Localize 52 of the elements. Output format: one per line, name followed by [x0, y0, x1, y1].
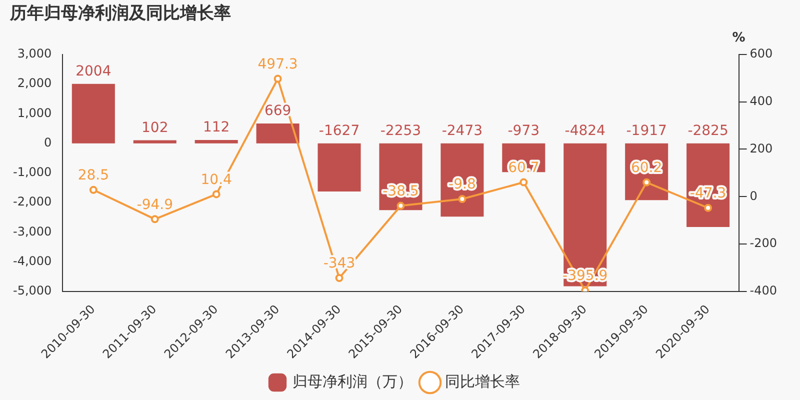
- data-label: -4824: [564, 122, 606, 139]
- point: [396, 202, 405, 210]
- data-label: -2825: [688, 122, 728, 139]
- data-label: 60.2: [630, 160, 662, 176]
- bar: [318, 143, 361, 192]
- point: [150, 215, 159, 224]
- bar: [133, 140, 176, 144]
- y2-axis-title: %: [732, 30, 746, 46]
- data-label: -94.9: [136, 196, 173, 213]
- legend-label: 同比增长率: [445, 372, 520, 390]
- point: [520, 178, 528, 186]
- y-tick-label: -2,000: [12, 194, 52, 209]
- y2-tick-label: 400: [750, 94, 773, 108]
- point: [642, 178, 651, 186]
- data-label: 60.7: [508, 160, 540, 176]
- data-label: 497.3: [258, 56, 298, 72]
- data-label: 112: [202, 120, 230, 136]
- data-label: 102: [142, 120, 168, 136]
- chart-title: 历年归母净利润及同比增长率: [9, 4, 231, 24]
- y2-tick-label: -200: [750, 236, 777, 250]
- point: [212, 190, 220, 198]
- data-label: -973: [508, 122, 540, 139]
- point: [704, 204, 712, 212]
- y-tick-label: -1,000: [12, 165, 52, 180]
- legend-label: 归母净利润（万）: [292, 372, 412, 390]
- data-label: -2473: [442, 122, 483, 139]
- bar: [194, 140, 238, 144]
- data-label: -38.5: [382, 183, 419, 200]
- point: [458, 194, 466, 203]
- y-tick-label: -4,000: [12, 254, 52, 268]
- y-tick-label: 2,000: [17, 76, 52, 90]
- data-label: -1627: [318, 122, 360, 139]
- y-tick-label: 0: [44, 135, 52, 150]
- data-label: -2253: [380, 122, 422, 139]
- point: [89, 186, 98, 194]
- point: [274, 74, 282, 83]
- y2-tick-label: 600: [750, 46, 773, 61]
- y-tick-label: -5,000: [12, 284, 52, 298]
- y-tick-label: -3,000: [12, 224, 52, 238]
- y-tick-label: 3,000: [17, 46, 52, 61]
- point: [335, 274, 344, 282]
- data-label: -1917: [626, 122, 667, 139]
- y2-tick-label: 200: [750, 141, 773, 156]
- bar: [72, 84, 115, 144]
- bar: [256, 123, 300, 144]
- data-label: 2004: [76, 64, 112, 80]
- data-label: -47.3: [690, 186, 726, 202]
- data-label: 28.5: [78, 168, 109, 184]
- y2-tick-label: 0: [750, 188, 758, 203]
- data-label: -9.8: [448, 176, 476, 193]
- y-tick-label: 1,000: [17, 106, 52, 120]
- y2-tick-label: -400: [750, 284, 777, 298]
